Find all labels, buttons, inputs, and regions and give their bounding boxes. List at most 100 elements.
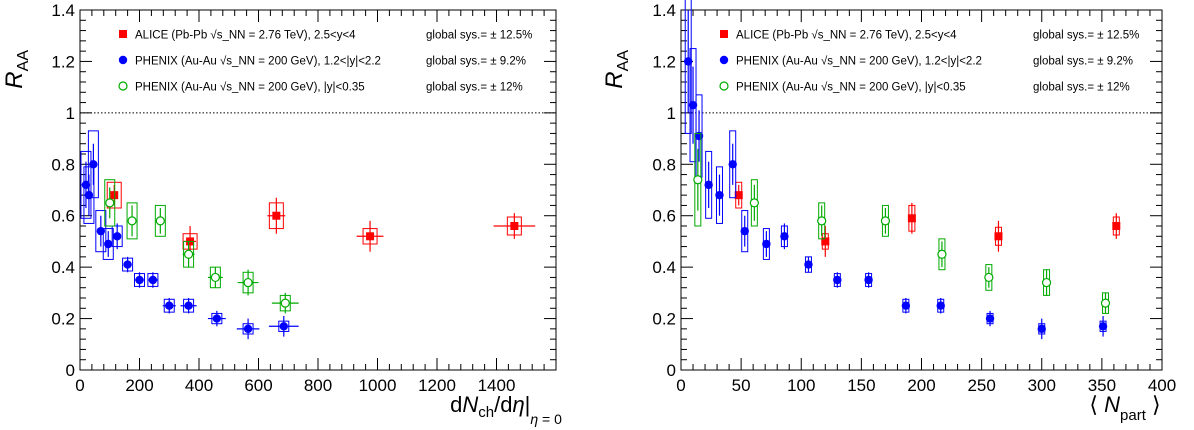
data-point (127, 216, 137, 226)
data-point (210, 272, 220, 283)
data-point (804, 260, 813, 269)
data-point (937, 249, 947, 259)
data-point (688, 100, 698, 110)
legend-label: PHENIX (Au-Au √s_NN = 200 GeV), |y|<0.35 (135, 81, 365, 94)
legend-global-sys: global sys.= ± 12.5% (426, 30, 532, 42)
data-point (135, 275, 144, 285)
sys-box (80, 150, 92, 219)
x-tick-label: 400 (1148, 376, 1176, 395)
x-tick-label: 200 (125, 376, 153, 395)
legend-marker-open-circle (719, 81, 729, 91)
data-point (279, 322, 288, 331)
x-tick-label: 1000 (359, 376, 397, 395)
legend-label: PHENIX (Au-Au √s_NN = 200 GeV), |y|<0.35 (736, 81, 966, 94)
y-tick-label: 0.6 (652, 207, 676, 226)
y-tick-label: 0.8 (51, 155, 75, 174)
x-tick-label: 50 (732, 376, 751, 395)
data-point (123, 260, 132, 269)
y-tick-label: 1.4 (652, 1, 676, 20)
data-point (985, 314, 995, 323)
data-point (112, 232, 122, 241)
legend-marker-square (119, 30, 127, 38)
data-point (110, 191, 119, 200)
sys-box (95, 210, 107, 253)
y-tick-label: 0.2 (51, 310, 75, 329)
data-point (183, 249, 194, 259)
data-point (1112, 222, 1121, 230)
data-point (984, 272, 994, 283)
series-phenix_mid (104, 179, 299, 314)
legend-label: PHENIX (Au-Au √s_NN = 200 GeV), 1.2<|y|<… (736, 55, 982, 68)
y-tick-label: 1.2 (652, 52, 676, 71)
data-point (907, 214, 916, 223)
x-tick-label: 800 (304, 376, 332, 395)
data-point (148, 275, 158, 285)
data-point (780, 232, 789, 241)
series-phenix_fwd (80, 130, 299, 340)
x-tick-label: 100 (787, 376, 815, 395)
data-point (728, 160, 737, 169)
data-point (684, 57, 693, 66)
series-alice (734, 181, 1121, 257)
x-tick-label: 350 (1088, 376, 1116, 395)
sys-box (106, 181, 122, 209)
data-point (243, 324, 253, 334)
y-tick-label: 1.4 (51, 1, 75, 20)
y-tick-label: 0.6 (51, 207, 75, 226)
data-point (1037, 324, 1046, 334)
data-point (880, 216, 891, 226)
data-point (243, 277, 253, 288)
data-point (155, 216, 165, 226)
chart-panel-2: 0 0.2 0.4 0.6 0.8 1 1.2 1.4 0 50 100 150 200 250 300 35… (601, 0, 1176, 424)
legend-global-sys: global sys.= ± 12% (426, 82, 523, 94)
x-tick-label: 200 (907, 376, 935, 395)
y-tick-label: 0 (66, 361, 75, 380)
chart-panel-1: 0 0.2 0.4 0.6 0.8 1 1.2 1.4 0 200 400 600 800 1000 120… (1, 1, 562, 427)
x-tick-label: 0 (75, 376, 84, 395)
x-tick-label: 300 (1028, 376, 1056, 395)
data-point (833, 275, 842, 285)
data-point (510, 222, 519, 230)
data-point (901, 301, 911, 310)
sys-box (154, 204, 166, 237)
legend-label: ALICE (Pb-Pb √s_NN = 2.76 TeV), 2.5<y<4 (736, 29, 957, 42)
data-point (212, 314, 222, 323)
x-tick-label: 0 (676, 376, 685, 395)
y-tick-label: 0.4 (652, 258, 676, 277)
sys-box (126, 202, 138, 240)
data-point (864, 275, 873, 285)
sys-box (87, 130, 99, 199)
y-tick-label: 1 (667, 104, 676, 123)
data-point (272, 211, 281, 220)
sys-box (104, 179, 116, 227)
data-point (280, 298, 290, 308)
data-point (715, 190, 724, 200)
legend: ALICE (Pb-Pb √s_NN = 2.76 TeV), 2.5<y<4 g… (719, 29, 1139, 94)
data-point (994, 232, 1003, 241)
legend-global-sys: global sys.= ± 12% (1033, 82, 1130, 94)
data-point (105, 198, 115, 208)
data-point (704, 180, 713, 190)
data-point (184, 301, 193, 310)
sys-box (83, 166, 95, 224)
x-tick-label: 150 (847, 376, 875, 395)
data-point (936, 301, 945, 310)
legend-global-sys: global sys.= ± 9.2% (1033, 56, 1133, 68)
data-point (821, 237, 830, 246)
data-point (693, 175, 703, 185)
data-point (749, 198, 759, 208)
data-point (165, 301, 174, 310)
x-tick-label: 250 (967, 376, 995, 395)
x-tick-label: 600 (244, 376, 272, 395)
legend-global-sys: global sys.= ± 9.2% (426, 56, 526, 68)
y-axis-title: RAA (601, 50, 632, 89)
data-point (734, 191, 743, 200)
series-phenix_fwd (684, 0, 1108, 340)
y-axis-title: RAA (1, 50, 32, 89)
y-tick-label: 1.2 (51, 52, 75, 71)
legend: ALICE (Pb-Pb √s_NN = 2.76 TeV), 2.5<y<4 g… (118, 29, 532, 94)
y-tick-label: 0.4 (51, 258, 75, 277)
legend-marker-circle (719, 55, 729, 65)
y-tick-label: 0 (667, 361, 676, 380)
